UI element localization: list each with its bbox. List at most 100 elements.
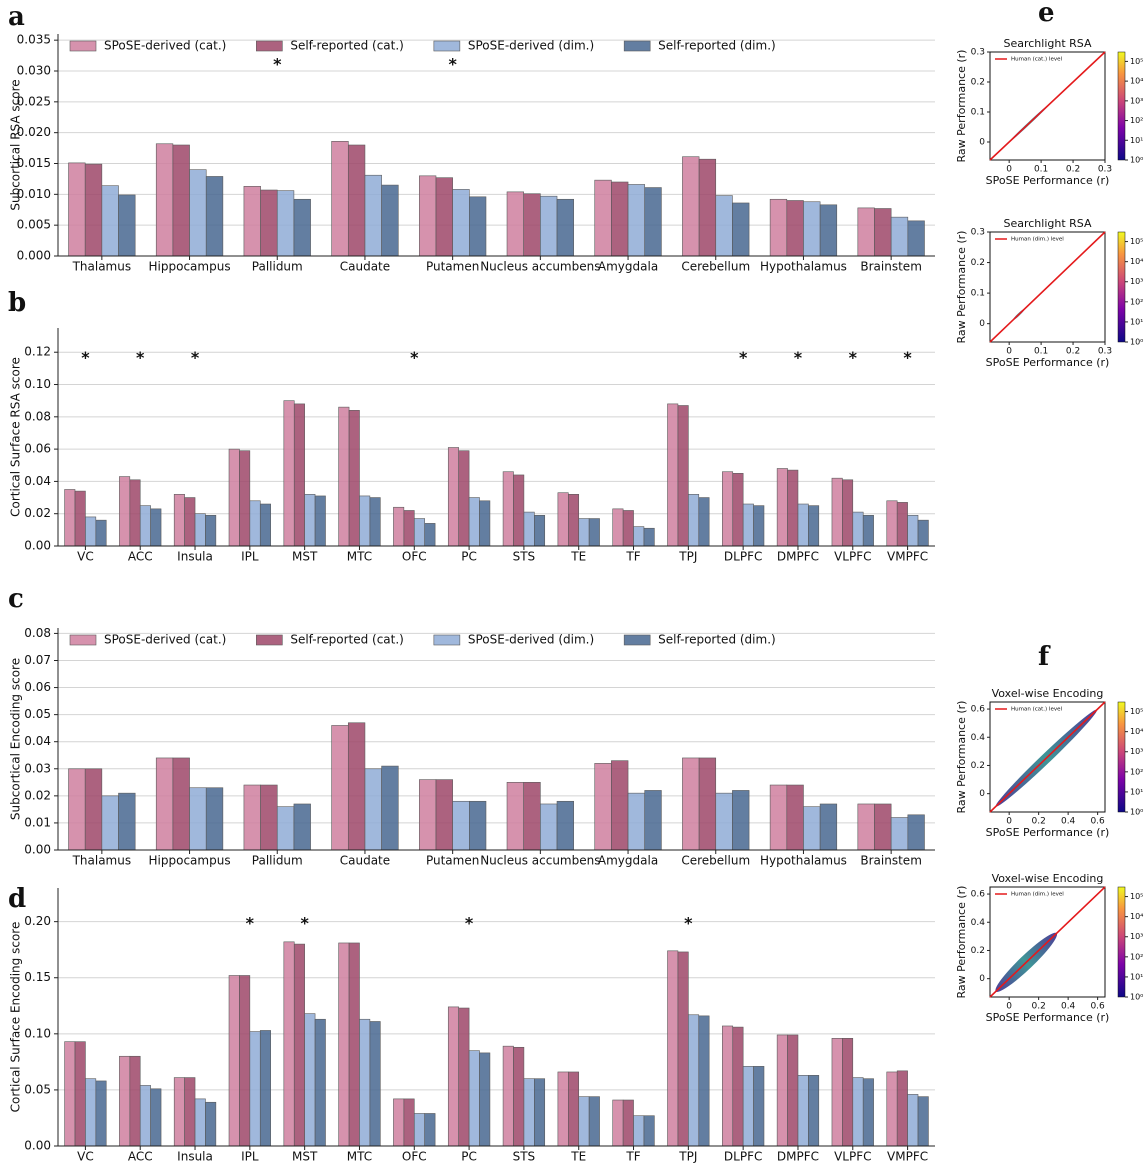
x-tick-label: STS <box>513 550 536 564</box>
bar <box>304 1013 316 1147</box>
significance-marker: * <box>739 348 748 367</box>
legend-label: SPoSE-derived (cat.) <box>104 39 226 53</box>
bar <box>857 803 875 851</box>
legend-swatch <box>256 634 283 646</box>
bar <box>338 406 350 547</box>
bar <box>534 1078 546 1147</box>
bar <box>118 792 136 851</box>
bar <box>698 497 710 547</box>
bar <box>84 163 103 257</box>
significance-marker: * <box>191 348 200 367</box>
y-tick-label: 0.035 <box>17 33 51 47</box>
bar <box>612 508 624 547</box>
bar <box>502 1045 514 1147</box>
y-tick-label: 0.00 <box>24 539 51 553</box>
x-axis-label: SPoSE Performance (r) <box>986 1011 1110 1024</box>
x-tick-label: TE <box>570 1150 586 1164</box>
x-tick-label: TF <box>625 1150 640 1164</box>
colorbar-tick-label: 10⁴ <box>1130 912 1143 921</box>
x-tick-label: 0 <box>1006 817 1012 827</box>
colorbar-tick-label: 10⁰ <box>1130 808 1143 817</box>
bar <box>594 179 612 257</box>
bar <box>239 975 251 1147</box>
bar <box>698 158 717 257</box>
bar <box>506 191 524 257</box>
bar <box>907 814 925 851</box>
x-tick-label: OFC <box>402 1150 427 1164</box>
panel-label: b <box>8 288 26 318</box>
legend-label: SPoSE-derived (dim.) <box>468 39 594 53</box>
bar <box>852 1077 864 1147</box>
bar <box>283 941 295 1147</box>
significance-marker: * <box>246 914 255 933</box>
x-tick-label: Caudate <box>340 854 390 868</box>
bar <box>506 782 524 851</box>
bar <box>347 144 366 257</box>
x-axis-label: SPoSE Performance (r) <box>986 174 1110 187</box>
bar <box>150 508 162 547</box>
bar <box>776 468 788 547</box>
colorbar <box>1117 701 1126 813</box>
plot-title: Searchlight RSA <box>1003 37 1091 50</box>
significance-marker: * <box>273 55 282 74</box>
legend-swatch <box>256 40 283 52</box>
bar <box>381 184 399 257</box>
bar <box>534 515 546 547</box>
bar <box>776 1034 788 1147</box>
y-tick-label: 0 <box>979 138 985 148</box>
bar <box>588 1096 600 1147</box>
bar <box>578 518 590 547</box>
x-tick-label: VLPFC <box>834 550 871 564</box>
colorbar-tick-label: 10⁵ <box>1130 707 1143 716</box>
bar <box>150 1088 162 1147</box>
bar <box>189 787 207 851</box>
y-tick-label: 0.01 <box>24 815 51 829</box>
bar <box>393 506 405 547</box>
bar <box>896 1070 908 1147</box>
bar <box>611 181 629 257</box>
y-axis-label: Subcortical Encoding score <box>9 658 23 820</box>
bar <box>347 722 366 851</box>
bar <box>594 763 612 851</box>
bar <box>568 494 580 547</box>
legend-label: Self-reported (cat.) <box>290 633 404 647</box>
bar <box>194 1098 206 1147</box>
x-tick-label: OFC <box>402 550 427 564</box>
x-tick-label: IPL <box>241 550 259 564</box>
x-tick-label: Hypothalamus <box>760 854 847 868</box>
y-tick-label: 0.4 <box>971 733 986 743</box>
bar <box>364 174 382 257</box>
bar <box>435 177 453 257</box>
colorbar <box>1117 886 1126 998</box>
bar <box>205 787 224 851</box>
bar <box>68 768 86 851</box>
bar <box>556 800 574 851</box>
x-tick-label: Insula <box>177 550 213 564</box>
bar <box>513 1046 525 1147</box>
bar <box>314 1018 326 1147</box>
significance-marker: * <box>903 348 912 367</box>
x-tick-label: Pallidum <box>252 260 303 274</box>
y-tick-label: 0.06 <box>24 442 51 456</box>
bar <box>874 803 892 851</box>
bar <box>907 220 925 257</box>
bar <box>667 950 679 1147</box>
x-tick-label: DMPFC <box>777 550 819 564</box>
colorbar-tick-label: 10³ <box>1130 747 1143 756</box>
bar <box>403 1098 415 1147</box>
bar <box>452 800 470 851</box>
x-tick-label: TPJ <box>678 550 697 564</box>
bar <box>101 795 119 851</box>
bar <box>452 189 470 257</box>
significance-marker: * <box>465 914 474 933</box>
bar <box>797 503 809 547</box>
x-tick-label: Amygdala <box>598 260 658 274</box>
bar <box>715 792 733 851</box>
y-tick-label: 0.10 <box>24 377 51 391</box>
x-tick-label: 0.2 <box>1031 817 1045 827</box>
bar <box>540 803 558 851</box>
bar <box>732 790 750 851</box>
bar <box>667 403 679 547</box>
bar <box>359 495 371 547</box>
x-tick-label: TE <box>570 550 586 564</box>
